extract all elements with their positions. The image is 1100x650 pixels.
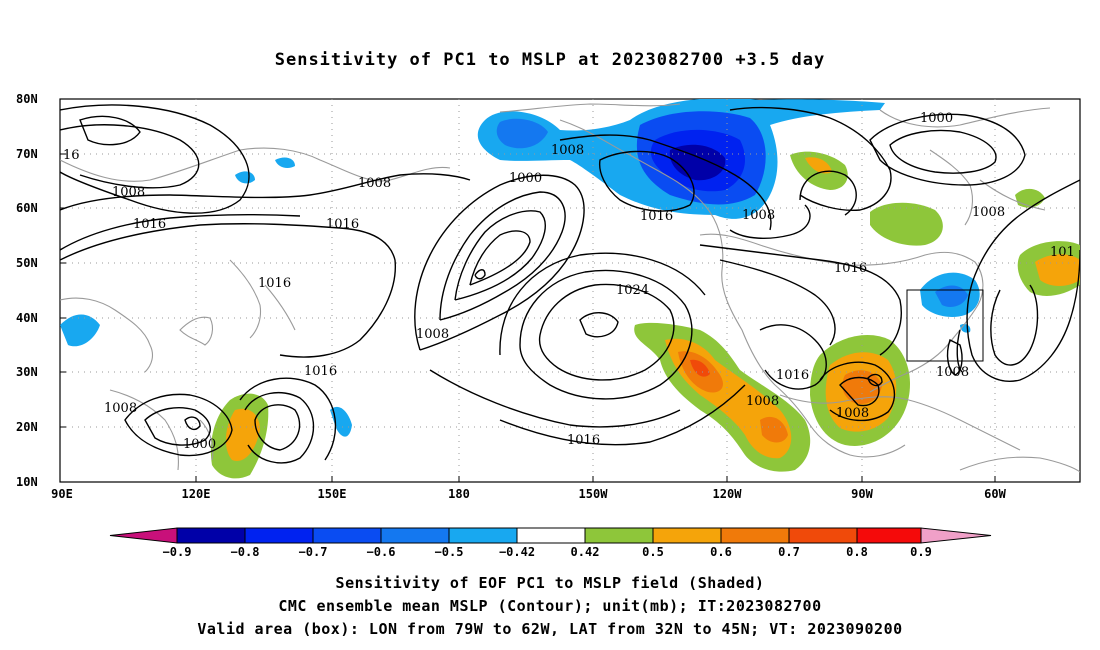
colorbar-label: −0.6: [367, 545, 396, 559]
colorbar-label: 0.9: [910, 545, 932, 559]
contour-label: 1016: [567, 433, 600, 448]
colorbar-label: −0.9: [163, 545, 192, 559]
caption-shaded: Sensitivity of EOF PC1 to MSLP field (Sh…: [335, 574, 765, 592]
caption-contour: CMC ensemble mean MSLP (Contour); unit(m…: [278, 597, 822, 615]
colorbar: [109, 527, 992, 544]
contour-label: 1008: [551, 143, 584, 158]
contour-label: 1008: [836, 406, 869, 421]
colorbar-label: −0.5: [435, 545, 464, 559]
contour-label: 1024: [616, 283, 649, 298]
colorbar-swatch: [720, 527, 790, 544]
lat-label-60n: 60N: [16, 201, 38, 215]
colorbar-high-end: [920, 527, 992, 544]
sensitivity-shading: [60, 99, 1080, 479]
colorbar-label: 0.7: [778, 545, 800, 559]
colorbar-label: −0.7: [299, 545, 328, 559]
lon-label-90w: 90W: [851, 487, 873, 501]
colorbar-label: 0.5: [642, 545, 664, 559]
lon-label-180: 180: [448, 487, 470, 501]
colorbar-swatch: [380, 527, 450, 544]
lon-axis-labels: 90E 120E 150E 180 150W 120W 90W 60W: [51, 487, 1006, 501]
colorbar-low-end: [109, 527, 178, 544]
lon-label-150w: 150W: [579, 487, 609, 501]
colorbar-label: −0.8: [231, 545, 260, 559]
lat-label-10n: 10N: [16, 475, 38, 489]
colorbar-label: 0.42: [571, 545, 600, 559]
contour-label: 1016: [304, 364, 337, 379]
lon-label-60w: 60W: [984, 487, 1006, 501]
colorbar-swatch: [312, 527, 382, 544]
map-panel: 16 1008 1008 1016 1000 1008 1016 1008 10…: [16, 92, 1081, 559]
contour-label: 1008: [742, 208, 775, 223]
contour-label: 1000: [183, 437, 216, 452]
coastlines: [60, 103, 1080, 473]
contour-label: 1016: [640, 209, 673, 224]
contour-labels: 16 1008 1008 1016 1000 1008 1016 1008 10…: [63, 111, 1075, 452]
colorbar-swatch: [244, 527, 314, 544]
colorbar-swatch: [584, 527, 654, 544]
colorbar-swatch: [652, 527, 722, 544]
contour-label: 1008: [358, 176, 391, 191]
contour-label: 1016: [776, 368, 809, 383]
colorbar-swatch: [176, 527, 246, 544]
contour-label: 1008: [936, 365, 969, 380]
valid-area-box: [906, 289, 984, 362]
contour-label: 1008: [746, 394, 779, 409]
colorbar-labels: −0.9 −0.8 −0.7 −0.6 −0.5 −0.42 0.42 0.5 …: [163, 545, 932, 559]
contour-label: 1000: [509, 171, 542, 186]
lat-label-70n: 70N: [16, 147, 38, 161]
colorbar-swatch: [788, 527, 858, 544]
colorbar-label: 0.6: [710, 545, 732, 559]
colorbar-label: −0.42: [499, 545, 535, 559]
colorbar-label: 0.8: [846, 545, 868, 559]
contour-label: 101: [1050, 245, 1075, 260]
lat-label-40n: 40N: [16, 311, 38, 325]
lat-label-50n: 50N: [16, 256, 38, 270]
lon-label-150e: 150E: [318, 487, 347, 501]
contour-label: 1008: [972, 205, 1005, 220]
graticule: [60, 99, 1080, 482]
contour-label: 1016: [834, 261, 867, 276]
contour-label: 1016: [258, 276, 291, 291]
contour-label: 1016: [133, 217, 166, 232]
lat-label-30n: 30N: [16, 365, 38, 379]
chart-title: Sensitivity of PC1 to MSLP at 2023082700…: [274, 50, 826, 70]
lat-label-20n: 20N: [16, 420, 38, 434]
colorbar-swatch: [856, 527, 922, 544]
lon-label-120e: 120E: [182, 487, 211, 501]
contour-label: 1008: [416, 327, 449, 342]
mslp-contours: [60, 104, 1080, 464]
lon-label-120w: 120W: [713, 487, 743, 501]
lat-label-80n: 80N: [16, 92, 38, 106]
contour-label: 1008: [104, 401, 137, 416]
colorbar-swatch: [516, 527, 586, 544]
contour-label: 1016: [326, 217, 359, 232]
contour-label: 1000: [920, 111, 953, 126]
contour-label: 16: [63, 148, 80, 163]
caption-valid-area: Valid area (box): LON from 79W to 62W, L…: [197, 620, 903, 638]
lat-axis-labels: 80N 70N 60N 50N 40N 30N 20N 10N: [16, 92, 38, 489]
contour-label: 1008: [112, 185, 145, 200]
colorbar-swatch: [448, 527, 518, 544]
lon-label-90e: 90E: [51, 487, 73, 501]
frame-ticks: [60, 153, 996, 482]
